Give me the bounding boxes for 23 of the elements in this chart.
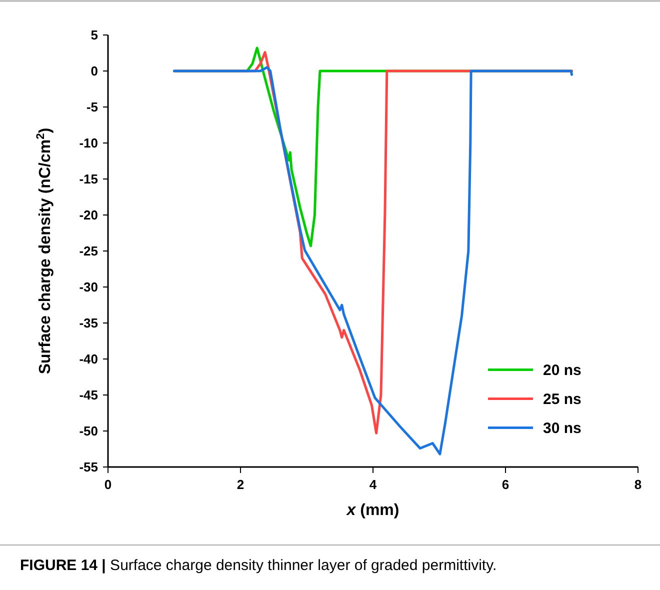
y-tick-label: -35	[79, 316, 98, 331]
x-tick-label: 8	[634, 477, 642, 492]
legend-label: 20 ns	[543, 362, 582, 380]
y-tick-label: -45	[79, 388, 98, 403]
caption: FIGURE 14 | Surface charge density thinner layer of graded permittivity.	[20, 557, 497, 574]
legend-label: 30 ns	[543, 420, 582, 438]
x-tick-label: 0	[104, 477, 112, 492]
y-tick-label: -55	[79, 460, 98, 475]
y-tick-label: 5	[90, 28, 98, 43]
legend-label: 25 ns	[543, 391, 582, 408]
y-tick-label: -30	[79, 280, 98, 295]
x-tick-label: 4	[369, 477, 378, 492]
y-tick-label: 0	[90, 64, 98, 79]
x-tick-label: 2	[236, 477, 244, 492]
y-tick-label: -10	[79, 136, 98, 151]
y-tick-label: -40	[79, 352, 98, 367]
y-tick-label: -5	[86, 100, 98, 115]
x-tick-label: 6	[502, 477, 510, 492]
y-tick-label: -15	[79, 172, 98, 187]
x-axis-title: x (mm)	[346, 502, 400, 519]
y-tick-label: -25	[79, 244, 98, 259]
y-tick-label: -20	[79, 208, 98, 223]
y-tick-label: -50	[79, 424, 98, 439]
